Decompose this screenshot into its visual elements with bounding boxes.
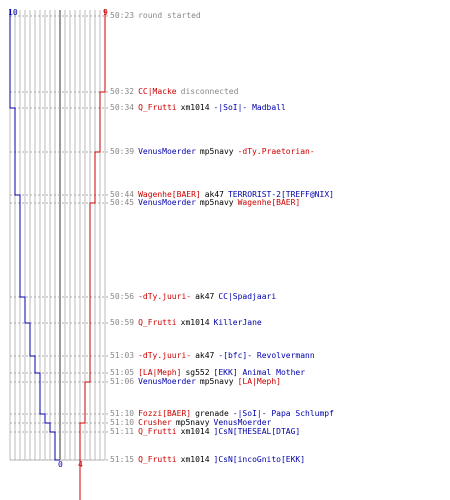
event-row: 50:23 round started bbox=[110, 11, 205, 20]
event-player: KillerJane bbox=[213, 318, 262, 327]
event-time: 50:56 bbox=[110, 292, 135, 301]
event-note: disconnected bbox=[180, 87, 239, 96]
blue-start-count: 10 bbox=[8, 8, 18, 17]
blue-team-alive-line bbox=[9, 10, 60, 461]
event-time: 50:34 bbox=[110, 103, 135, 112]
event-time: 50:32 bbox=[110, 87, 135, 96]
blue-end-count: 0 bbox=[58, 460, 63, 469]
event-time: 50:45 bbox=[110, 198, 135, 207]
event-player: -dTy.Praetorian- bbox=[237, 147, 315, 156]
red-start-count: 9 bbox=[103, 8, 108, 17]
event-row: 51:10 Fozzi[BAER] grenade -|SoI|- Papa Schl… bbox=[110, 409, 338, 418]
event-time: 51:06 bbox=[110, 377, 135, 386]
event-player: ]CsN[incoGnito[EKK] bbox=[213, 455, 306, 464]
event-time: 51:05 bbox=[110, 368, 135, 377]
event-player: CC|Macke bbox=[138, 87, 177, 96]
event-note: round started bbox=[138, 11, 201, 20]
event-player: TERRORIST-2[TREFF@NIX] bbox=[227, 190, 334, 199]
event-time: 50:59 bbox=[110, 318, 135, 327]
event-time: 50:39 bbox=[110, 147, 135, 156]
event-row: 51:10 Crusher mp5navy VenusMoerder bbox=[110, 418, 275, 427]
event-row: 50:44 Wagenhe[BAER] ak47 TERRORIST-2[TREFF@… bbox=[110, 190, 338, 199]
event-player: Wagenhe[BAER] bbox=[237, 198, 301, 207]
event-time: 51:03 bbox=[110, 351, 135, 360]
event-player: -|SoI|- Madball bbox=[213, 103, 286, 112]
event-row: 50:39 VenusMoerder mp5navy -dTy.Praetorian- bbox=[110, 147, 319, 156]
event-weapon: sg552 bbox=[185, 368, 210, 377]
event-time: 51:11 bbox=[110, 427, 135, 436]
event-time: 51:10 bbox=[110, 409, 135, 418]
event-time: 50:23 bbox=[110, 11, 135, 20]
event-row: 50:45 VenusMoerder mp5navy Wagenhe[BAER] bbox=[110, 198, 304, 207]
event-player: ]CsN[THESEAL[DTAG] bbox=[213, 427, 301, 436]
red-end-count: 4 bbox=[78, 460, 83, 469]
event-weapon: xm1014 bbox=[180, 318, 210, 327]
event-player: [LA|Meph] bbox=[138, 368, 182, 377]
event-player: [LA|Meph] bbox=[237, 377, 281, 386]
event-row: 50:56 -dTy.juuri-ak47 CC|Spadjaari bbox=[110, 292, 280, 301]
event-row: 51:11 Q_Frutti xm1014]CsN[THESEAL[DTAG] bbox=[110, 427, 304, 436]
event-weapon: grenade bbox=[195, 409, 229, 418]
event-player: -dTy.juuri- bbox=[138, 292, 192, 301]
event-player: Q_Frutti bbox=[138, 427, 177, 436]
event-weapon: xm1014 bbox=[180, 103, 210, 112]
event-weapon: mp5navy bbox=[199, 198, 234, 207]
event-player: Fozzi[BAER] bbox=[138, 409, 192, 418]
event-time: 50:44 bbox=[110, 190, 135, 199]
event-player: -|SoI|- Papa Schlumpf bbox=[232, 409, 334, 418]
event-time: 51:15 bbox=[110, 455, 135, 464]
event-player: VenusMoerder bbox=[138, 377, 196, 386]
event-weapon: xm1014 bbox=[180, 427, 210, 436]
event-row: 51:15 Q_Frutti xm1014]CsN[incoGnito[EKK] bbox=[110, 455, 309, 464]
event-row: 50:34 Q_Frutti xm1014 -|SoI|- Madball bbox=[110, 103, 290, 112]
event-player: -[bfc]- Revolvermann bbox=[218, 351, 315, 360]
event-player: Wagenhe[BAER] bbox=[138, 190, 201, 199]
event-time: 51:10 bbox=[110, 418, 135, 427]
event-weapon: mp5navy bbox=[199, 377, 234, 386]
event-player: VenusMoerder bbox=[213, 418, 272, 427]
event-row: 50:32 CC|Macke disconnected bbox=[110, 87, 242, 96]
event-row: 50:59 Q_Frutti xm1014 KillerJane bbox=[110, 318, 266, 327]
event-weapon: mp5navy bbox=[199, 147, 234, 156]
event-player: Q_Frutti bbox=[138, 455, 177, 464]
event-weapon: xm1014 bbox=[180, 455, 210, 464]
event-player: VenusMoerder bbox=[138, 198, 196, 207]
event-player: Q_Frutti bbox=[138, 103, 177, 112]
event-player: CC|Spadjaari bbox=[218, 292, 277, 301]
event-weapon: ak47 bbox=[195, 351, 215, 360]
event-weapon: ak47 bbox=[204, 190, 224, 199]
event-row: 51:06 VenusMoerder mp5navy [LA|Meph] bbox=[110, 377, 285, 386]
event-player: Q_Frutti bbox=[138, 318, 177, 327]
red-team-alive-line bbox=[79, 10, 106, 500]
event-weapon: mp5navy bbox=[175, 418, 210, 427]
event-weapon: ak47 bbox=[195, 292, 215, 301]
event-row: 51:03 -dTy.juuri-ak47 -[bfc]- Revolvermann bbox=[110, 351, 319, 360]
event-row: 51:05 [LA|Meph] sg552 [EKK] Animal Mother bbox=[110, 368, 309, 377]
event-player: VenusMoerder bbox=[138, 147, 196, 156]
event-player: [EKK] Animal Mother bbox=[213, 368, 306, 377]
event-player: -dTy.juuri- bbox=[138, 351, 192, 360]
event-player: Crusher bbox=[138, 418, 172, 427]
